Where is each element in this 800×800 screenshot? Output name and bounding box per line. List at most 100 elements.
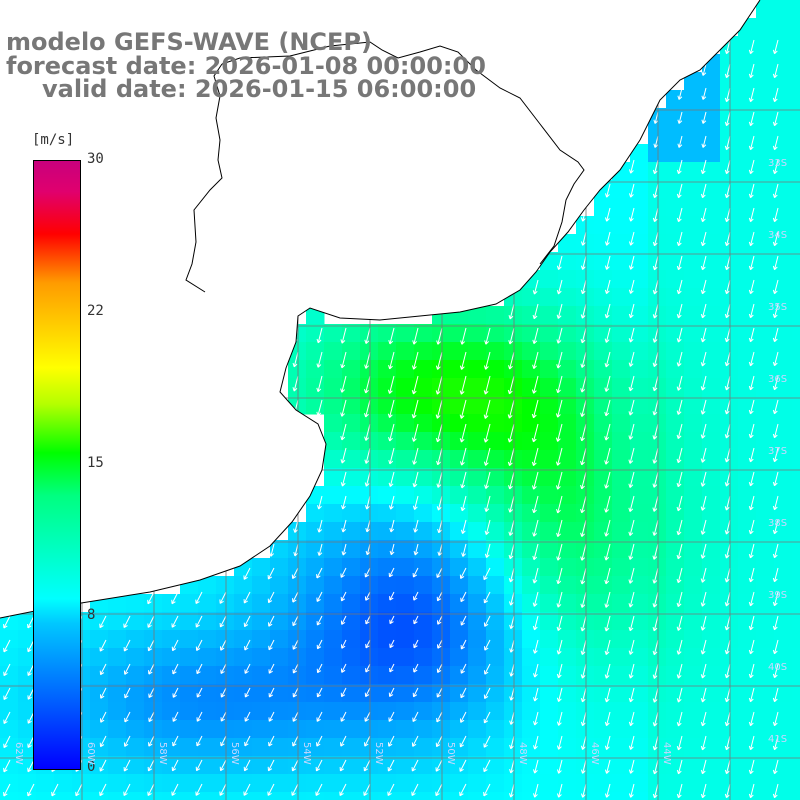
wind-speed-cell	[612, 414, 631, 433]
wind-speed-cell	[594, 666, 613, 685]
wind-speed-cell	[180, 774, 199, 793]
wind-speed-cell	[738, 720, 757, 739]
wind-speed-cell	[756, 54, 775, 73]
wind-speed-cell	[540, 468, 559, 487]
wind-speed-cell	[702, 378, 721, 397]
wind-speed-cell	[432, 396, 451, 415]
wind-arrow	[700, 423, 707, 439]
wind-speed-cell	[378, 774, 397, 793]
wind-speed-cell	[792, 558, 800, 577]
wind-arrow	[435, 783, 443, 797]
wind-arrow	[652, 399, 659, 416]
wind-arrow	[556, 351, 563, 369]
wind-arrow	[556, 567, 563, 585]
wind-arrow	[509, 663, 515, 677]
wind-arrow	[171, 615, 179, 628]
wind-arrow	[748, 87, 755, 103]
wind-arrow	[724, 447, 731, 463]
wind-arrow	[3, 663, 11, 677]
wind-speed-cell	[738, 234, 757, 253]
wind-speed-cell	[648, 648, 667, 667]
wind-arrow	[316, 351, 323, 368]
wind-speed-cell	[504, 666, 523, 685]
wind-arrow	[171, 759, 179, 772]
wind-speed-cell	[792, 594, 800, 613]
wind-speed-cell	[630, 558, 649, 577]
wind-arrow	[604, 639, 611, 656]
wind-speed-cell	[612, 684, 631, 703]
wind-speed-cell	[792, 450, 800, 469]
wind-speed-cell	[558, 774, 577, 793]
wind-speed-cell	[540, 648, 559, 667]
wind-arrow	[772, 87, 779, 103]
wind-speed-cell	[684, 360, 703, 379]
wind-speed-cell	[180, 792, 199, 800]
wind-arrow	[459, 375, 467, 395]
wind-arrow	[676, 495, 683, 512]
wind-arrow	[364, 471, 371, 487]
wind-speed-cell	[126, 756, 145, 775]
wind-speed-cell	[774, 432, 793, 451]
wind-speed-cell	[450, 432, 469, 451]
wind-speed-cell	[486, 468, 505, 487]
wind-arrow	[604, 735, 611, 750]
wind-speed-cell	[540, 522, 559, 541]
wind-arrow	[364, 423, 371, 441]
wind-speed-cell	[414, 756, 433, 775]
wind-speed-cell	[324, 342, 343, 361]
wind-speed-cell	[396, 792, 415, 800]
wind-arrow	[748, 567, 755, 583]
wind-speed-cell	[198, 576, 217, 595]
wind-speed-cell	[486, 522, 505, 541]
wind-speed-cell	[666, 252, 685, 271]
wind-speed-cell	[540, 774, 559, 793]
wind-speed-cell	[702, 432, 721, 451]
wind-speed-cell	[504, 324, 523, 343]
wind-arrow	[748, 63, 755, 79]
wind-speed-cell	[540, 324, 559, 343]
wind-arrow	[700, 543, 707, 559]
wind-arrow	[628, 687, 635, 703]
wind-speed-cell	[288, 360, 307, 379]
wind-speed-cell	[666, 378, 685, 397]
wind-speed-cell	[630, 450, 649, 469]
wind-speed-cell	[774, 378, 793, 397]
wind-speed-cell	[0, 684, 19, 703]
wind-speed-cell	[666, 180, 685, 199]
wind-speed-cell	[702, 684, 721, 703]
wind-speed-cell	[306, 720, 325, 739]
wind-arrow	[677, 135, 683, 148]
wind-speed-cell	[108, 702, 127, 721]
wind-arrow	[196, 711, 203, 722]
wind-speed-cell	[576, 792, 595, 800]
wind-speed-cell	[612, 432, 631, 451]
wind-speed-cell	[594, 504, 613, 523]
wind-speed-cell	[396, 342, 415, 361]
wind-speed-cell	[792, 234, 800, 253]
wind-speed-cell	[504, 468, 523, 487]
wind-speed-cell	[684, 234, 703, 253]
wind-arrow	[628, 495, 635, 512]
wind-arrow	[580, 735, 587, 750]
wind-speed-cell	[378, 360, 397, 379]
wind-speed-cell	[234, 684, 253, 703]
wind-arrow	[411, 375, 419, 395]
wind-speed-cell	[324, 720, 343, 739]
wind-speed-cell	[774, 540, 793, 559]
wind-arrow	[676, 159, 683, 175]
wind-arrow	[508, 519, 515, 536]
wind-speed-cell	[90, 666, 109, 685]
wind-arrow	[700, 471, 707, 487]
wind-speed-cell	[558, 648, 577, 667]
wind-arrow	[435, 735, 443, 748]
wind-speed-cell	[540, 270, 559, 289]
wind-speed-cell	[504, 558, 523, 577]
wind-speed-cell	[720, 72, 739, 91]
wind-speed-cell	[666, 270, 685, 289]
wind-speed-cell	[756, 756, 775, 775]
wind-arrow	[628, 279, 635, 294]
wind-speed-cell	[540, 684, 559, 703]
wind-arrow	[172, 711, 179, 722]
wind-arrow	[652, 255, 659, 271]
wind-speed-cell	[576, 540, 595, 559]
